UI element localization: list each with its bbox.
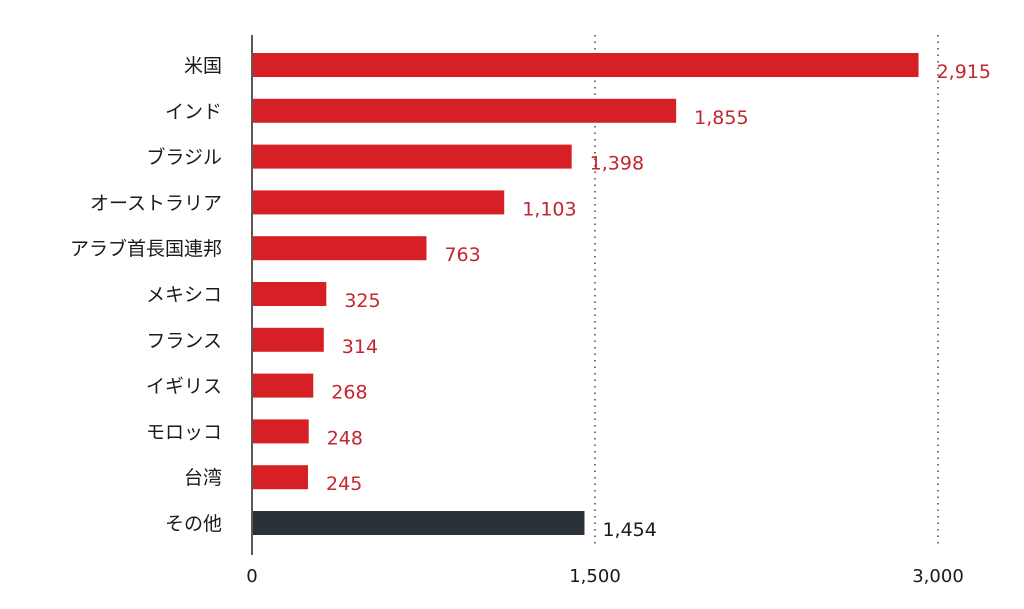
value-label: 1,454	[602, 519, 656, 541]
value-label: 763	[444, 244, 480, 266]
value-label: 325	[344, 290, 380, 312]
x-tick-label: 1,500	[569, 566, 621, 587]
bar	[253, 465, 309, 490]
category-label: モロッコ	[146, 421, 222, 443]
bar	[253, 98, 677, 123]
value-label: 248	[327, 427, 363, 449]
category-label: イギリス	[146, 376, 222, 398]
bar	[253, 236, 427, 261]
bar	[253, 282, 327, 306]
bar	[253, 53, 919, 77]
value-label: 1,398	[590, 153, 644, 175]
x-tick-label: 3,000	[912, 566, 964, 587]
category-label: アラブ首長国連邦	[70, 237, 222, 260]
category-label: 米国	[184, 55, 222, 77]
bar	[253, 373, 314, 398]
category-label: インド	[165, 101, 222, 123]
x-tick-label: 0	[246, 566, 257, 587]
bar	[253, 419, 309, 444]
bar	[253, 144, 572, 169]
category-label: ブラジル	[146, 146, 222, 169]
category-label: フランス	[146, 330, 222, 352]
category-label: その他	[165, 513, 222, 535]
value-label: 1,103	[522, 198, 576, 220]
bar	[253, 190, 505, 215]
value-label: 245	[326, 473, 362, 495]
bar	[253, 327, 324, 352]
bar	[253, 511, 585, 535]
category-label: オーストラリア	[90, 192, 222, 214]
value-label: 314	[342, 336, 378, 358]
value-label: 2,915	[937, 61, 991, 83]
value-label: 268	[331, 382, 367, 404]
value-label: 1,855	[694, 107, 748, 129]
category-label: 台湾	[184, 467, 222, 489]
category-label: メキシコ	[146, 284, 222, 306]
